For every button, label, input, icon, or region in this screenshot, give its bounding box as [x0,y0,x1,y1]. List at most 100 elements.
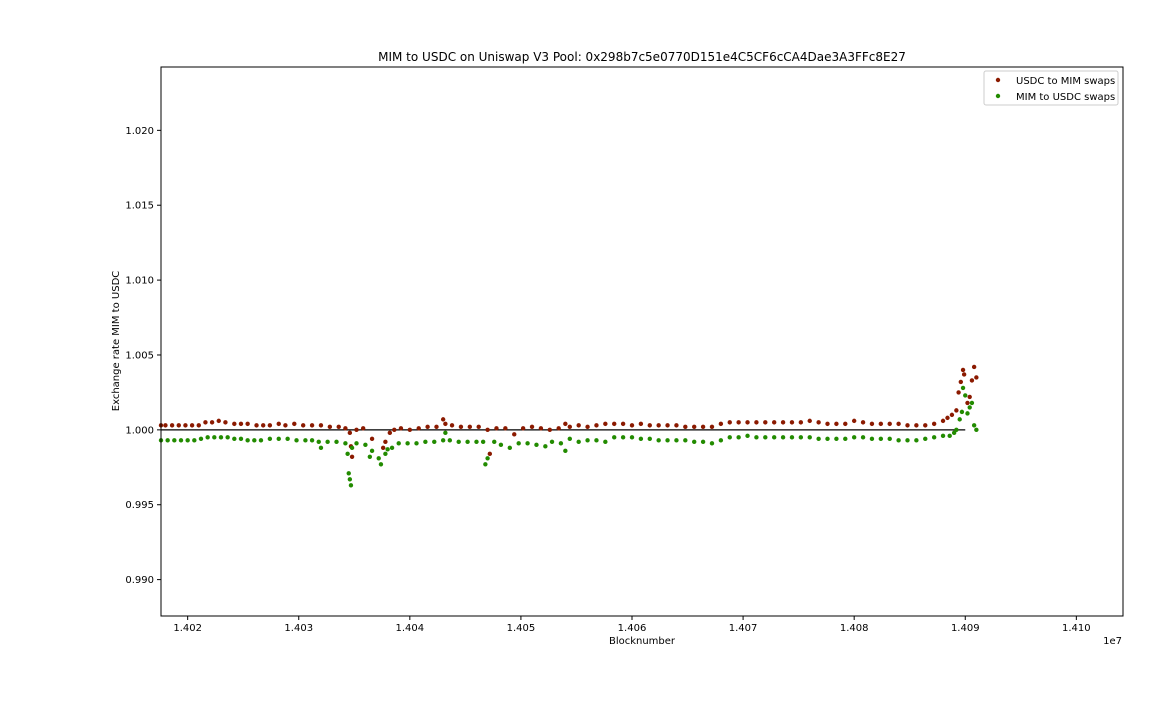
data-point [971,423,977,428]
data-point [376,456,381,461]
x-tick-label: 1.409 [951,623,980,634]
data-point [709,424,715,430]
data-point [238,421,244,427]
data-point [807,418,812,424]
y-tick-label: 1.015 [125,201,154,212]
data-point [896,438,901,443]
data-point [309,438,315,443]
data-point [387,430,393,436]
data-point [169,423,175,428]
data-point [585,438,590,443]
data-point [745,433,750,439]
data-point [485,456,490,461]
data-point [692,439,697,445]
data-point [914,423,919,428]
data-point [869,436,875,442]
data-point [316,439,321,445]
data-point [969,378,975,383]
data-point [576,439,581,445]
data-point [959,409,965,415]
data-point [780,420,786,425]
data-point [843,421,848,427]
data-point [771,420,777,425]
data-point [432,439,437,445]
data-point [378,462,384,467]
data-point [189,423,195,428]
data-point [914,438,919,443]
data-point [594,438,599,443]
data-point [178,438,184,443]
data-point [718,438,724,443]
data-point [798,420,804,425]
data-point [383,439,388,445]
data-point [905,423,910,428]
data-point [292,421,297,427]
data-point [360,426,366,431]
x-tick-label: 1.406 [618,623,647,634]
data-point [325,439,330,445]
data-point [349,454,355,460]
data-point [203,420,208,425]
data-point [851,418,857,424]
data-point [480,439,486,445]
data-point [558,441,564,446]
data-point [789,435,795,440]
data-point [629,423,635,428]
data-point [974,427,979,433]
data-point [816,420,821,425]
data-point [223,420,228,425]
x-tick-label: 1.408 [840,623,869,634]
data-point [348,483,354,488]
data-point [763,435,768,440]
data-point [754,435,759,440]
x-tick-label: 1.407 [729,623,758,634]
data-point [674,438,679,443]
data-point [534,442,539,448]
data-point [556,426,561,431]
data-point [956,390,961,395]
data-point [887,436,892,442]
data-point [458,424,464,430]
data-point [507,445,513,451]
data-point [483,462,488,467]
data-point [343,426,348,431]
data-point [398,426,404,431]
data-point [347,430,353,436]
data-point [878,421,884,427]
data-point [576,423,581,428]
data-point [960,385,966,391]
data-point [467,424,473,430]
data-point [172,438,177,443]
data-point [354,427,359,433]
data-point [931,435,937,440]
data-point [216,418,221,424]
data-point [254,423,259,428]
data-point [547,427,552,433]
data-point [965,411,970,416]
data-point [354,441,359,446]
data-point [449,423,455,428]
data-point [520,426,526,431]
legend-box [983,70,1119,106]
data-point [896,421,901,427]
data-point [549,439,555,445]
series-1 [158,385,979,488]
data-point [887,421,892,427]
data-point [232,436,237,442]
x-axis: 1.402 1.403 1.404 1.405 1.406 1.407 1.408 1.409… [173,616,1091,634]
data-point [825,421,830,427]
data-point [192,438,197,443]
data-point [563,448,568,454]
data-point [283,423,288,428]
data-point [405,441,410,446]
data-point [954,408,959,413]
data-point [825,436,830,442]
data-point [434,424,439,430]
data-point [763,420,768,425]
data-point [940,433,946,439]
data-point [969,400,975,406]
data-point [958,379,964,385]
data-point [603,421,608,427]
data-point [487,451,493,457]
data-point [612,421,617,427]
